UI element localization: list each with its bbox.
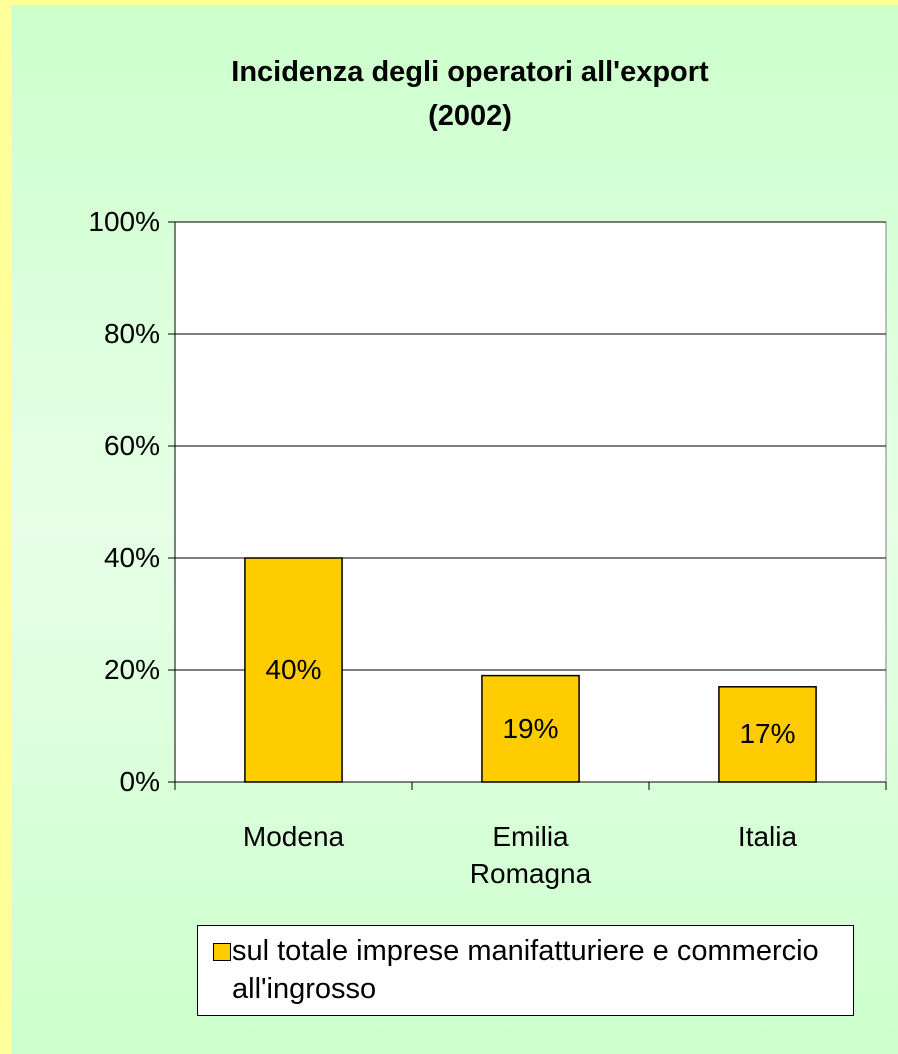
y-tick-label: 40% <box>103 542 160 573</box>
x-tick-label: Italia <box>737 821 798 852</box>
legend: sul totale imprese manifatturiere e comm… <box>197 925 854 1016</box>
legend-label: sul totale imprese manifatturiere e comm… <box>232 935 819 1005</box>
y-tick-label: 0% <box>119 766 160 797</box>
data-label: 40% <box>265 654 322 685</box>
y-tick-label: 60% <box>103 430 160 461</box>
bar <box>481 674 580 783</box>
x-tick-label: Modena <box>242 821 345 852</box>
legend-swatch <box>213 943 231 961</box>
y-tick-label: 20% <box>103 654 160 685</box>
y-tick-label: 100% <box>88 206 160 237</box>
x-tick-label: Emilia Romagna <box>469 821 592 889</box>
y-tick-label: 80% <box>103 318 160 349</box>
data-label: 17% <box>739 718 796 750</box>
chart-title: Incidenza degli operatori all'export (20… <box>231 56 709 132</box>
bar <box>244 557 343 783</box>
data-label: 19% <box>502 712 559 744</box>
bar <box>718 686 817 783</box>
